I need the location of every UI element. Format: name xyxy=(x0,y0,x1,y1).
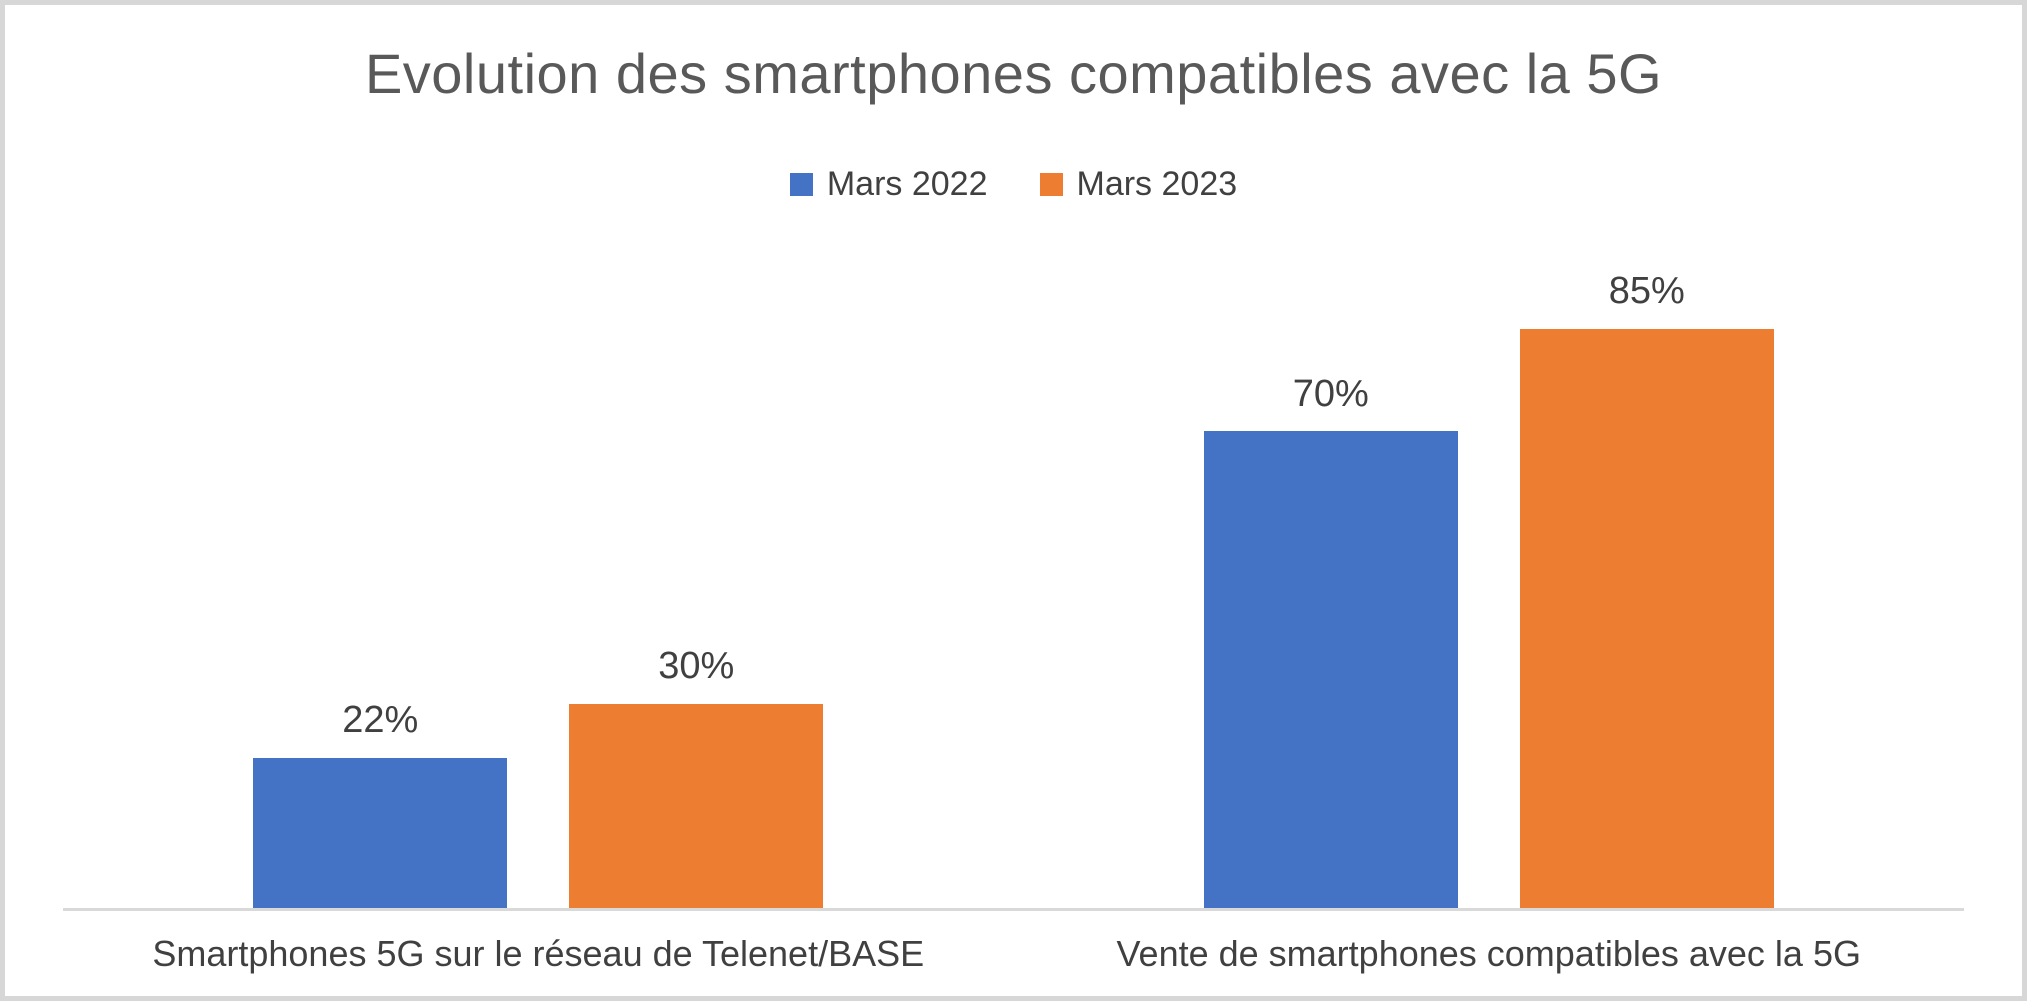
bar-value-label: 85% xyxy=(1608,270,1685,313)
bar-wrap-0-0: 22% xyxy=(253,227,508,908)
bar-group-0: 22% 30% xyxy=(63,227,1014,908)
legend-swatch-mars-2022 xyxy=(789,173,813,196)
bar-mars-2023 xyxy=(1519,329,1774,908)
legend-item-mars-2023: Mars 2023 xyxy=(1039,165,1238,204)
legend-label-mars-2022: Mars 2022 xyxy=(826,165,988,203)
legend-swatch-mars-2023 xyxy=(1039,173,1063,196)
legend-item-mars-2022: Mars 2022 xyxy=(789,165,988,204)
category-label-vente-5g: Vente de smartphones compatibles avec la… xyxy=(1116,933,1861,974)
plot-area: 22% 30% 70% 85% xyxy=(63,227,1964,911)
legend: Mars 2022 Mars 2023 xyxy=(5,165,2022,204)
bar-group-1: 70% 85% xyxy=(1014,227,1965,908)
bar-wrap-1-1: 85% xyxy=(1519,227,1774,908)
category-label-telenet-base: Smartphones 5G sur le réseau de Telenet/… xyxy=(152,933,925,974)
bar-wrap-1-0: 70% xyxy=(1203,227,1458,908)
category-labels: Smartphones 5G sur le réseau de Telenet/… xyxy=(63,933,1964,975)
chart-title: Evolution des smartphones compatibles av… xyxy=(364,42,1663,105)
bar-value-label: 70% xyxy=(1292,372,1369,415)
legend-label-mars-2023: Mars 2023 xyxy=(1076,165,1238,203)
bar-mars-2023 xyxy=(569,703,824,908)
bar-value-label: 22% xyxy=(342,699,419,742)
bar-wrap-0-1: 30% xyxy=(569,227,824,908)
bar-mars-2022 xyxy=(253,758,508,908)
bar-mars-2022 xyxy=(1203,431,1458,908)
bar-value-label: 30% xyxy=(658,644,735,687)
